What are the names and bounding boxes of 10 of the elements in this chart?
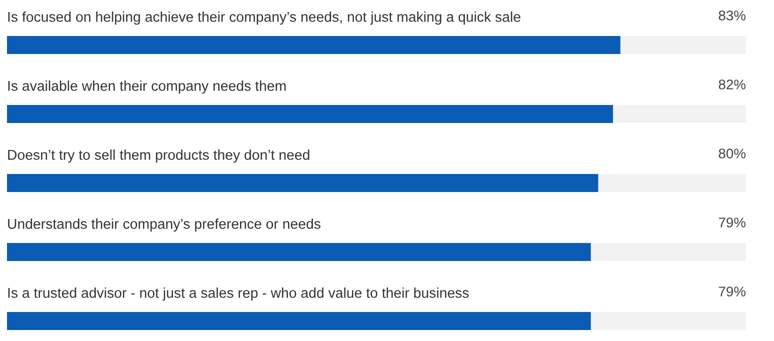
data-label: 79% [718, 286, 746, 296]
data-label: 79% [718, 218, 746, 228]
y-tick-label: Doesn’t try to sell them products they don’t need [8, 149, 310, 163]
data-label: 83% [718, 10, 746, 20]
data-label: 80% [718, 148, 746, 158]
y-tick-label: Is a trusted advisor - not just a sales rep - who add value to their business [8, 287, 469, 301]
data-label: 82% [718, 80, 746, 90]
y-tick-label: Understands their company’s preference or needs [8, 218, 320, 232]
y-tick-label: Is available when their company needs them [8, 80, 286, 94]
y-tick-label: Is focused on helping achieve their company’s needs, not just making a quick sale [8, 11, 520, 25]
